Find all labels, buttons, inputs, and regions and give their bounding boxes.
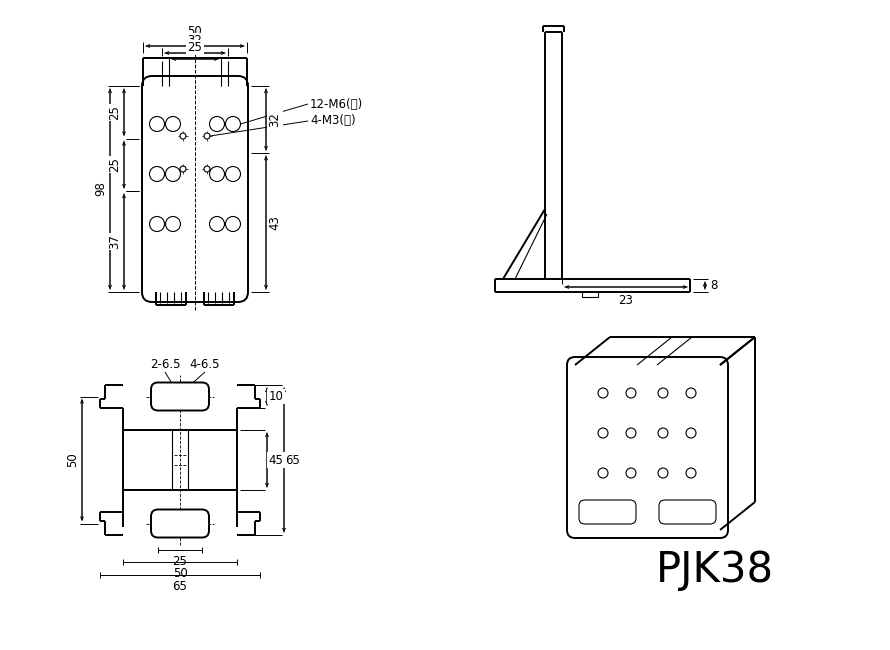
Text: 12-M6(通): 12-M6(通) xyxy=(310,98,363,111)
Text: PJK38: PJK38 xyxy=(656,549,774,591)
Text: 8: 8 xyxy=(710,279,717,292)
Text: 25: 25 xyxy=(188,41,202,54)
Circle shape xyxy=(166,166,181,181)
Text: 32: 32 xyxy=(188,34,202,47)
Circle shape xyxy=(180,133,186,139)
Circle shape xyxy=(686,388,696,398)
Circle shape xyxy=(209,216,224,231)
Text: 32: 32 xyxy=(269,112,281,127)
Text: 10: 10 xyxy=(269,390,283,403)
FancyBboxPatch shape xyxy=(567,357,728,538)
FancyBboxPatch shape xyxy=(151,510,209,538)
Text: 25: 25 xyxy=(109,105,122,120)
Circle shape xyxy=(598,468,608,478)
Text: 43: 43 xyxy=(269,215,281,230)
Circle shape xyxy=(204,133,210,139)
Circle shape xyxy=(626,388,636,398)
Circle shape xyxy=(204,166,210,172)
Text: 65: 65 xyxy=(173,580,188,593)
Text: 50: 50 xyxy=(188,25,202,38)
Text: 50: 50 xyxy=(173,567,188,580)
Circle shape xyxy=(225,116,240,131)
FancyBboxPatch shape xyxy=(579,500,636,524)
Text: 37: 37 xyxy=(109,234,122,249)
Circle shape xyxy=(658,468,668,478)
Circle shape xyxy=(150,116,165,131)
Circle shape xyxy=(626,428,636,438)
Circle shape xyxy=(686,428,696,438)
FancyBboxPatch shape xyxy=(659,500,716,524)
Circle shape xyxy=(209,166,224,181)
Circle shape xyxy=(686,468,696,478)
Circle shape xyxy=(225,166,240,181)
Text: 45: 45 xyxy=(269,454,283,467)
Circle shape xyxy=(598,388,608,398)
FancyBboxPatch shape xyxy=(142,76,248,302)
Circle shape xyxy=(180,166,186,172)
Text: 25: 25 xyxy=(109,157,122,172)
Text: 4-M3(通): 4-M3(通) xyxy=(310,114,356,127)
Circle shape xyxy=(658,428,668,438)
Text: 65: 65 xyxy=(286,454,301,467)
Circle shape xyxy=(658,388,668,398)
Circle shape xyxy=(209,116,224,131)
Text: 25: 25 xyxy=(173,555,188,568)
Circle shape xyxy=(626,468,636,478)
Circle shape xyxy=(166,216,181,231)
Circle shape xyxy=(166,116,181,131)
Text: 98: 98 xyxy=(94,181,108,196)
Text: 50: 50 xyxy=(67,452,79,467)
Circle shape xyxy=(225,216,240,231)
Text: 2-6.5: 2-6.5 xyxy=(150,358,181,371)
Circle shape xyxy=(150,216,165,231)
Circle shape xyxy=(150,166,165,181)
FancyBboxPatch shape xyxy=(151,382,209,411)
Text: 4-6.5: 4-6.5 xyxy=(190,358,220,371)
Text: 23: 23 xyxy=(619,294,634,307)
Circle shape xyxy=(598,428,608,438)
